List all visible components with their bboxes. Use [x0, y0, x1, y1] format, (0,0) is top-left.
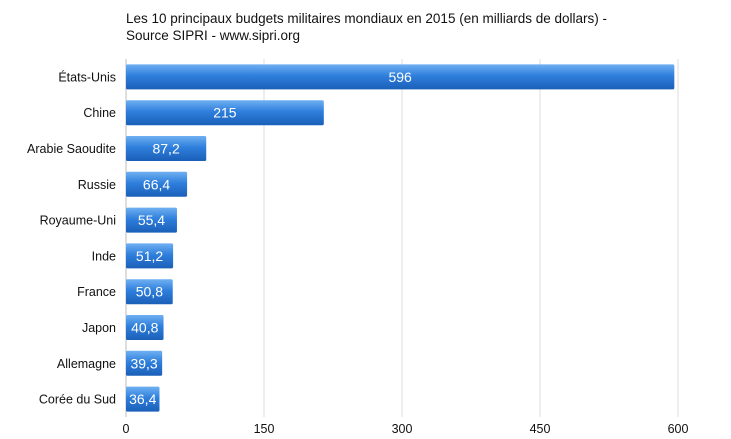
bar [126, 136, 207, 161]
category-label: Japon [82, 321, 116, 335]
bar [126, 243, 174, 269]
category-labels: États-Unis Chine Arabie Saoudite Russie Roya… [27, 69, 116, 406]
data-label: 87,2 [152, 141, 179, 157]
x-tick-label: 0 [123, 422, 130, 436]
category-label: France [77, 285, 116, 299]
data-label: 50,8 [136, 284, 163, 300]
chart-title: Les 10 principaux budgets militaires mon… [126, 10, 716, 44]
data-label: 39,3 [130, 355, 157, 371]
category-label: Chine [83, 106, 116, 120]
bar [126, 279, 173, 305]
data-label: 36,4 [129, 391, 156, 407]
bar [126, 386, 160, 412]
data-label: 40,8 [131, 320, 158, 336]
data-label: 215 [213, 105, 237, 121]
x-tick-label: 150 [254, 422, 275, 436]
data-label: 51,2 [136, 248, 163, 264]
x-tick-label: 600 [668, 422, 689, 436]
data-label: 55,4 [138, 212, 165, 228]
bar [126, 100, 324, 126]
bar [126, 315, 164, 340]
category-label: Allemagne [57, 357, 116, 371]
category-label: Inde [92, 249, 116, 263]
data-label: 66,4 [143, 176, 170, 192]
category-label: Russie [78, 178, 116, 192]
x-tick-label: 300 [392, 422, 413, 436]
x-axis-ticks: 0 150 300 450 600 [123, 422, 689, 436]
bar [126, 64, 675, 90]
x-tick-label: 450 [530, 422, 551, 436]
chart-title-line-2: Source SIPRI - www.sipri.org [126, 28, 301, 43]
bars: 596 215 87,2 66,4 55,4 51,2 50,8 40,8 39,3 36,4 [126, 64, 675, 412]
category-label: Royaume-Uni [40, 214, 116, 228]
bar [126, 207, 177, 233]
data-label: 596 [388, 69, 412, 85]
category-label: États-Unis [58, 69, 116, 84]
chart-title-line-1: Les 10 principaux budgets militaires mon… [126, 11, 607, 26]
bar [126, 350, 163, 376]
bar [126, 171, 188, 197]
category-label: Corée du Sud [39, 393, 116, 407]
category-label: Arabie Saoudite [27, 142, 116, 156]
